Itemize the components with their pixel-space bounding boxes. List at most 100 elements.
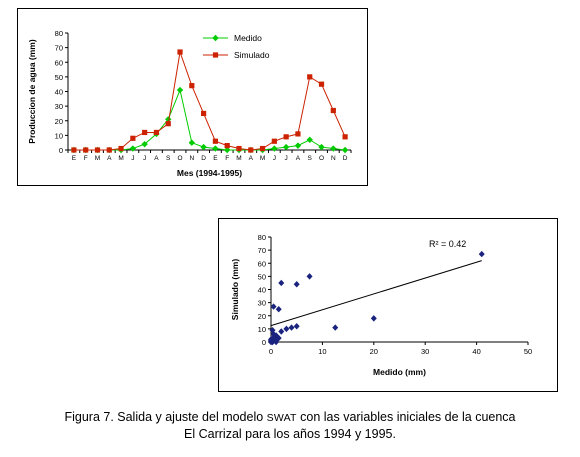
y-tick-label: 70: [55, 44, 63, 53]
x-tick-label: M: [95, 155, 100, 162]
x-tick-label: 10: [318, 347, 326, 356]
data-point: [478, 250, 485, 258]
x-tick-label: N: [189, 155, 194, 162]
legend-label-simulado: Simulado: [234, 50, 270, 60]
x-tick-label: S: [166, 155, 171, 162]
x-tick-label: E: [213, 155, 218, 162]
data-point-medido: [223, 146, 231, 154]
x-tick-label: O: [177, 155, 182, 162]
data-point: [306, 273, 313, 280]
y-axis-title: Produccion de agua (mm): [27, 39, 37, 144]
data-point-medido: [282, 143, 290, 151]
caption-line-1: Figura 7. Salida y ajuste del modelo SWA…: [0, 409, 580, 426]
caption-model-name: SWAT: [266, 412, 297, 424]
data-point-simulado: [283, 134, 289, 140]
data-point: [288, 324, 295, 331]
figure-caption: Figura 7. Salida y ajuste del modelo SWA…: [0, 409, 580, 442]
x-tick-label: F: [225, 155, 229, 162]
x-tick-label: A: [249, 155, 254, 162]
x-tick-label: D: [201, 155, 206, 162]
y-tick-label: 0: [262, 338, 266, 347]
data-point: [268, 336, 274, 343]
y-tick-label: 60: [55, 58, 63, 67]
y-tick-label: 10: [258, 325, 266, 334]
data-point-medido: [165, 116, 172, 123]
data-point: [293, 323, 300, 330]
trendline: [270, 260, 482, 327]
y-tick-label: 70: [258, 246, 266, 255]
x-tick-label: A: [107, 155, 112, 162]
x-tick-label: M: [260, 155, 265, 162]
data-point-simulado: [212, 138, 218, 144]
x-tick-label: S: [308, 155, 313, 162]
data-point: [275, 305, 282, 313]
x-tick-label: 40: [472, 347, 480, 356]
legend-label-medido: Medido: [234, 33, 262, 43]
y-tick-label: 50: [258, 272, 266, 281]
data-point-simulado: [330, 107, 336, 114]
series-line-medido: [73, 88, 346, 151]
data-point-simulado: [177, 49, 183, 55]
data-point-medido: [200, 143, 207, 151]
data-point-medido: [188, 139, 196, 146]
legend-marker-simulado: [212, 52, 219, 58]
x-tick-label: J: [131, 155, 134, 162]
data-point: [278, 279, 285, 287]
y-tick-label: 30: [55, 102, 63, 111]
x-tick-label: M: [236, 155, 241, 162]
data-point: [370, 315, 377, 322]
x-tick-label: 20: [370, 347, 378, 356]
data-point: [273, 332, 280, 339]
y-tick-label: 50: [55, 73, 63, 82]
data-point-simulado: [130, 135, 136, 141]
data-point-medido: [294, 142, 302, 149]
data-point: [278, 328, 285, 335]
x-axis-title: Medido (mm): [373, 367, 426, 377]
x-tick-label: 0: [269, 347, 273, 356]
x-tick-label: F: [84, 155, 88, 162]
data-point-simulado: [165, 121, 171, 127]
data-point: [270, 303, 277, 310]
data-point-simulado: [83, 147, 89, 153]
data-point-simulado: [118, 145, 124, 152]
data-point-medido: [271, 145, 278, 152]
x-tick-label: J: [285, 155, 288, 162]
data-point-simulado: [94, 147, 101, 153]
data-point-medido: [176, 86, 184, 94]
x-tick-label: A: [154, 155, 159, 162]
x-tick-label: O: [319, 155, 324, 162]
data-point-medido: [330, 145, 337, 152]
data-point-simulado: [224, 143, 230, 149]
x-tick-label: D: [343, 155, 348, 162]
series-line-simulado: [73, 51, 346, 151]
data-point-medido: [212, 145, 219, 152]
data-point: [293, 281, 300, 288]
data-point-simulado: [142, 129, 148, 136]
y-tick-label: 40: [55, 88, 63, 97]
r-squared-annotation: R² = 0.42: [429, 239, 466, 249]
x-tick-label: N: [331, 155, 336, 162]
data-point-simulado: [201, 110, 207, 117]
data-point-simulado: [189, 83, 195, 89]
y-tick-label: 80: [258, 233, 266, 242]
y-tick-label: 20: [258, 312, 266, 321]
caption-line-1-start: Figura 7. Salida y ajuste del modelo: [64, 410, 267, 424]
caption-line-2: El Carrizal para los años 1994 y 1995.: [184, 427, 396, 441]
data-point: [273, 338, 280, 346]
data-point-medido: [341, 146, 349, 154]
scatter-chart: 0 10 20 30 40 50 60 70 80 0 10 20 30 40 50 R² = 0.42 Med…: [230, 233, 532, 377]
data-point: [269, 326, 276, 334]
data-point-simulado: [71, 147, 77, 153]
x-tick-label: 50: [524, 347, 532, 356]
y-tick-label: 30: [258, 299, 266, 308]
data-point-simulado: [259, 145, 266, 152]
y-tick-label: 20: [55, 117, 63, 126]
y-axis-title: Simulado (mm): [230, 259, 240, 321]
data-point-medido: [306, 136, 313, 143]
data-point-simulado: [307, 74, 313, 80]
x-tick-label: A: [296, 155, 301, 162]
caption-line-1-end: con las variables iniciales de la cuenca: [296, 410, 516, 424]
data-point-simulado: [295, 131, 301, 137]
line-chart-panel: 0 10 20 30 40 50 60 70 80 E F M A M J J A S O N D E F M A M J J A S O N…: [17, 8, 368, 186]
